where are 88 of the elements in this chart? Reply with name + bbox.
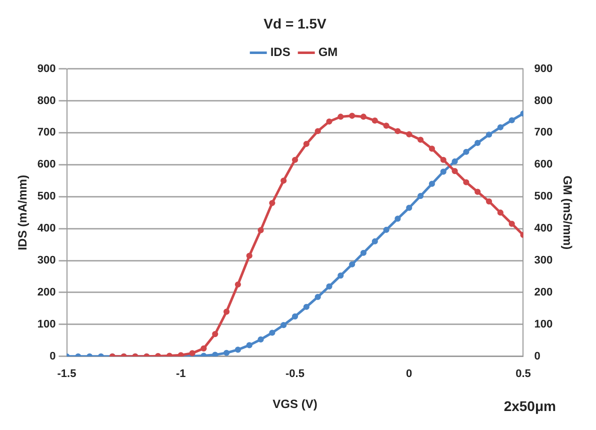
point <box>292 156 298 163</box>
y2-tick-label: 0 <box>534 350 540 362</box>
y-tick-label: 500 <box>37 190 56 203</box>
point <box>246 342 252 348</box>
y2-tick-label: 300 <box>534 254 553 267</box>
point <box>234 346 241 353</box>
point <box>452 168 458 174</box>
point <box>246 252 252 259</box>
y-tick-label: 200 <box>37 286 56 299</box>
point <box>338 114 344 120</box>
point <box>383 226 390 233</box>
y2-axis-title: GM (mS/mm) <box>560 176 574 250</box>
point <box>406 204 412 211</box>
point <box>349 112 356 119</box>
point <box>303 140 310 147</box>
point <box>326 283 332 290</box>
point <box>223 350 230 356</box>
point <box>372 238 378 244</box>
point <box>212 330 218 338</box>
point <box>292 313 298 320</box>
point <box>394 216 401 222</box>
point <box>212 352 218 356</box>
point <box>258 227 264 234</box>
x-tick-label: -0.5 <box>286 368 304 380</box>
y2-tick-label: 200 <box>534 286 553 299</box>
point <box>406 131 412 138</box>
point <box>474 188 481 195</box>
point <box>372 118 378 124</box>
point <box>497 210 504 216</box>
point <box>338 272 344 279</box>
legend-label: GM <box>318 45 338 60</box>
point <box>417 192 424 200</box>
y2-tick-label: 900 <box>534 62 553 75</box>
y-axis-title: IDS (mA/mm) <box>16 174 30 250</box>
point <box>326 118 332 125</box>
point <box>394 128 401 134</box>
point <box>463 179 470 186</box>
point <box>314 128 321 134</box>
point <box>234 281 241 288</box>
y-tick-label: 700 <box>37 126 56 139</box>
point <box>508 220 515 227</box>
point <box>200 345 207 352</box>
point <box>314 294 321 300</box>
point <box>417 136 424 143</box>
point <box>269 330 276 336</box>
point <box>269 200 276 206</box>
point <box>497 124 504 130</box>
point <box>258 336 264 343</box>
point <box>360 250 367 256</box>
point <box>486 198 492 204</box>
point <box>452 158 458 165</box>
legend-label: IDS <box>270 45 290 60</box>
point <box>303 304 310 310</box>
text: 2x50μm <box>504 398 556 414</box>
y2-tick-label: 400 <box>534 222 553 235</box>
point <box>440 168 446 175</box>
y2-tick-label: 600 <box>534 158 553 171</box>
y2-tick-label: 100 <box>534 318 553 330</box>
point <box>280 322 287 328</box>
point <box>223 308 230 315</box>
point <box>360 114 367 120</box>
point <box>474 140 481 146</box>
y-tick-label: 800 <box>37 94 56 107</box>
x-tick-label: -1.5 <box>57 368 76 380</box>
y2-tick-label: 700 <box>534 126 553 139</box>
x-tick-label: 0 <box>406 368 412 380</box>
x-tick-label: -1 <box>176 368 186 380</box>
point <box>428 146 435 152</box>
chart-title: Vd = 1.5V <box>264 15 327 32</box>
point <box>428 180 435 187</box>
point <box>463 148 470 155</box>
y-tick-label: 0 <box>50 350 56 362</box>
x-tick-label: 0.5 <box>516 368 531 380</box>
point <box>349 261 356 268</box>
y-tick-label: 600 <box>37 158 56 171</box>
y-tick-label: 900 <box>37 62 56 75</box>
point <box>280 178 287 184</box>
y-tick-label: 100 <box>37 318 56 330</box>
x-axis-title: VGS (V) <box>272 397 318 412</box>
y-tick-label: 400 <box>37 222 56 235</box>
point <box>189 350 196 356</box>
y2-tick-label: 800 <box>534 94 553 107</box>
point <box>508 117 515 124</box>
y-tick-label: 300 <box>37 254 56 267</box>
point <box>486 132 492 138</box>
y2-tick-label: 500 <box>534 190 553 203</box>
point <box>440 156 446 163</box>
point <box>383 122 390 129</box>
